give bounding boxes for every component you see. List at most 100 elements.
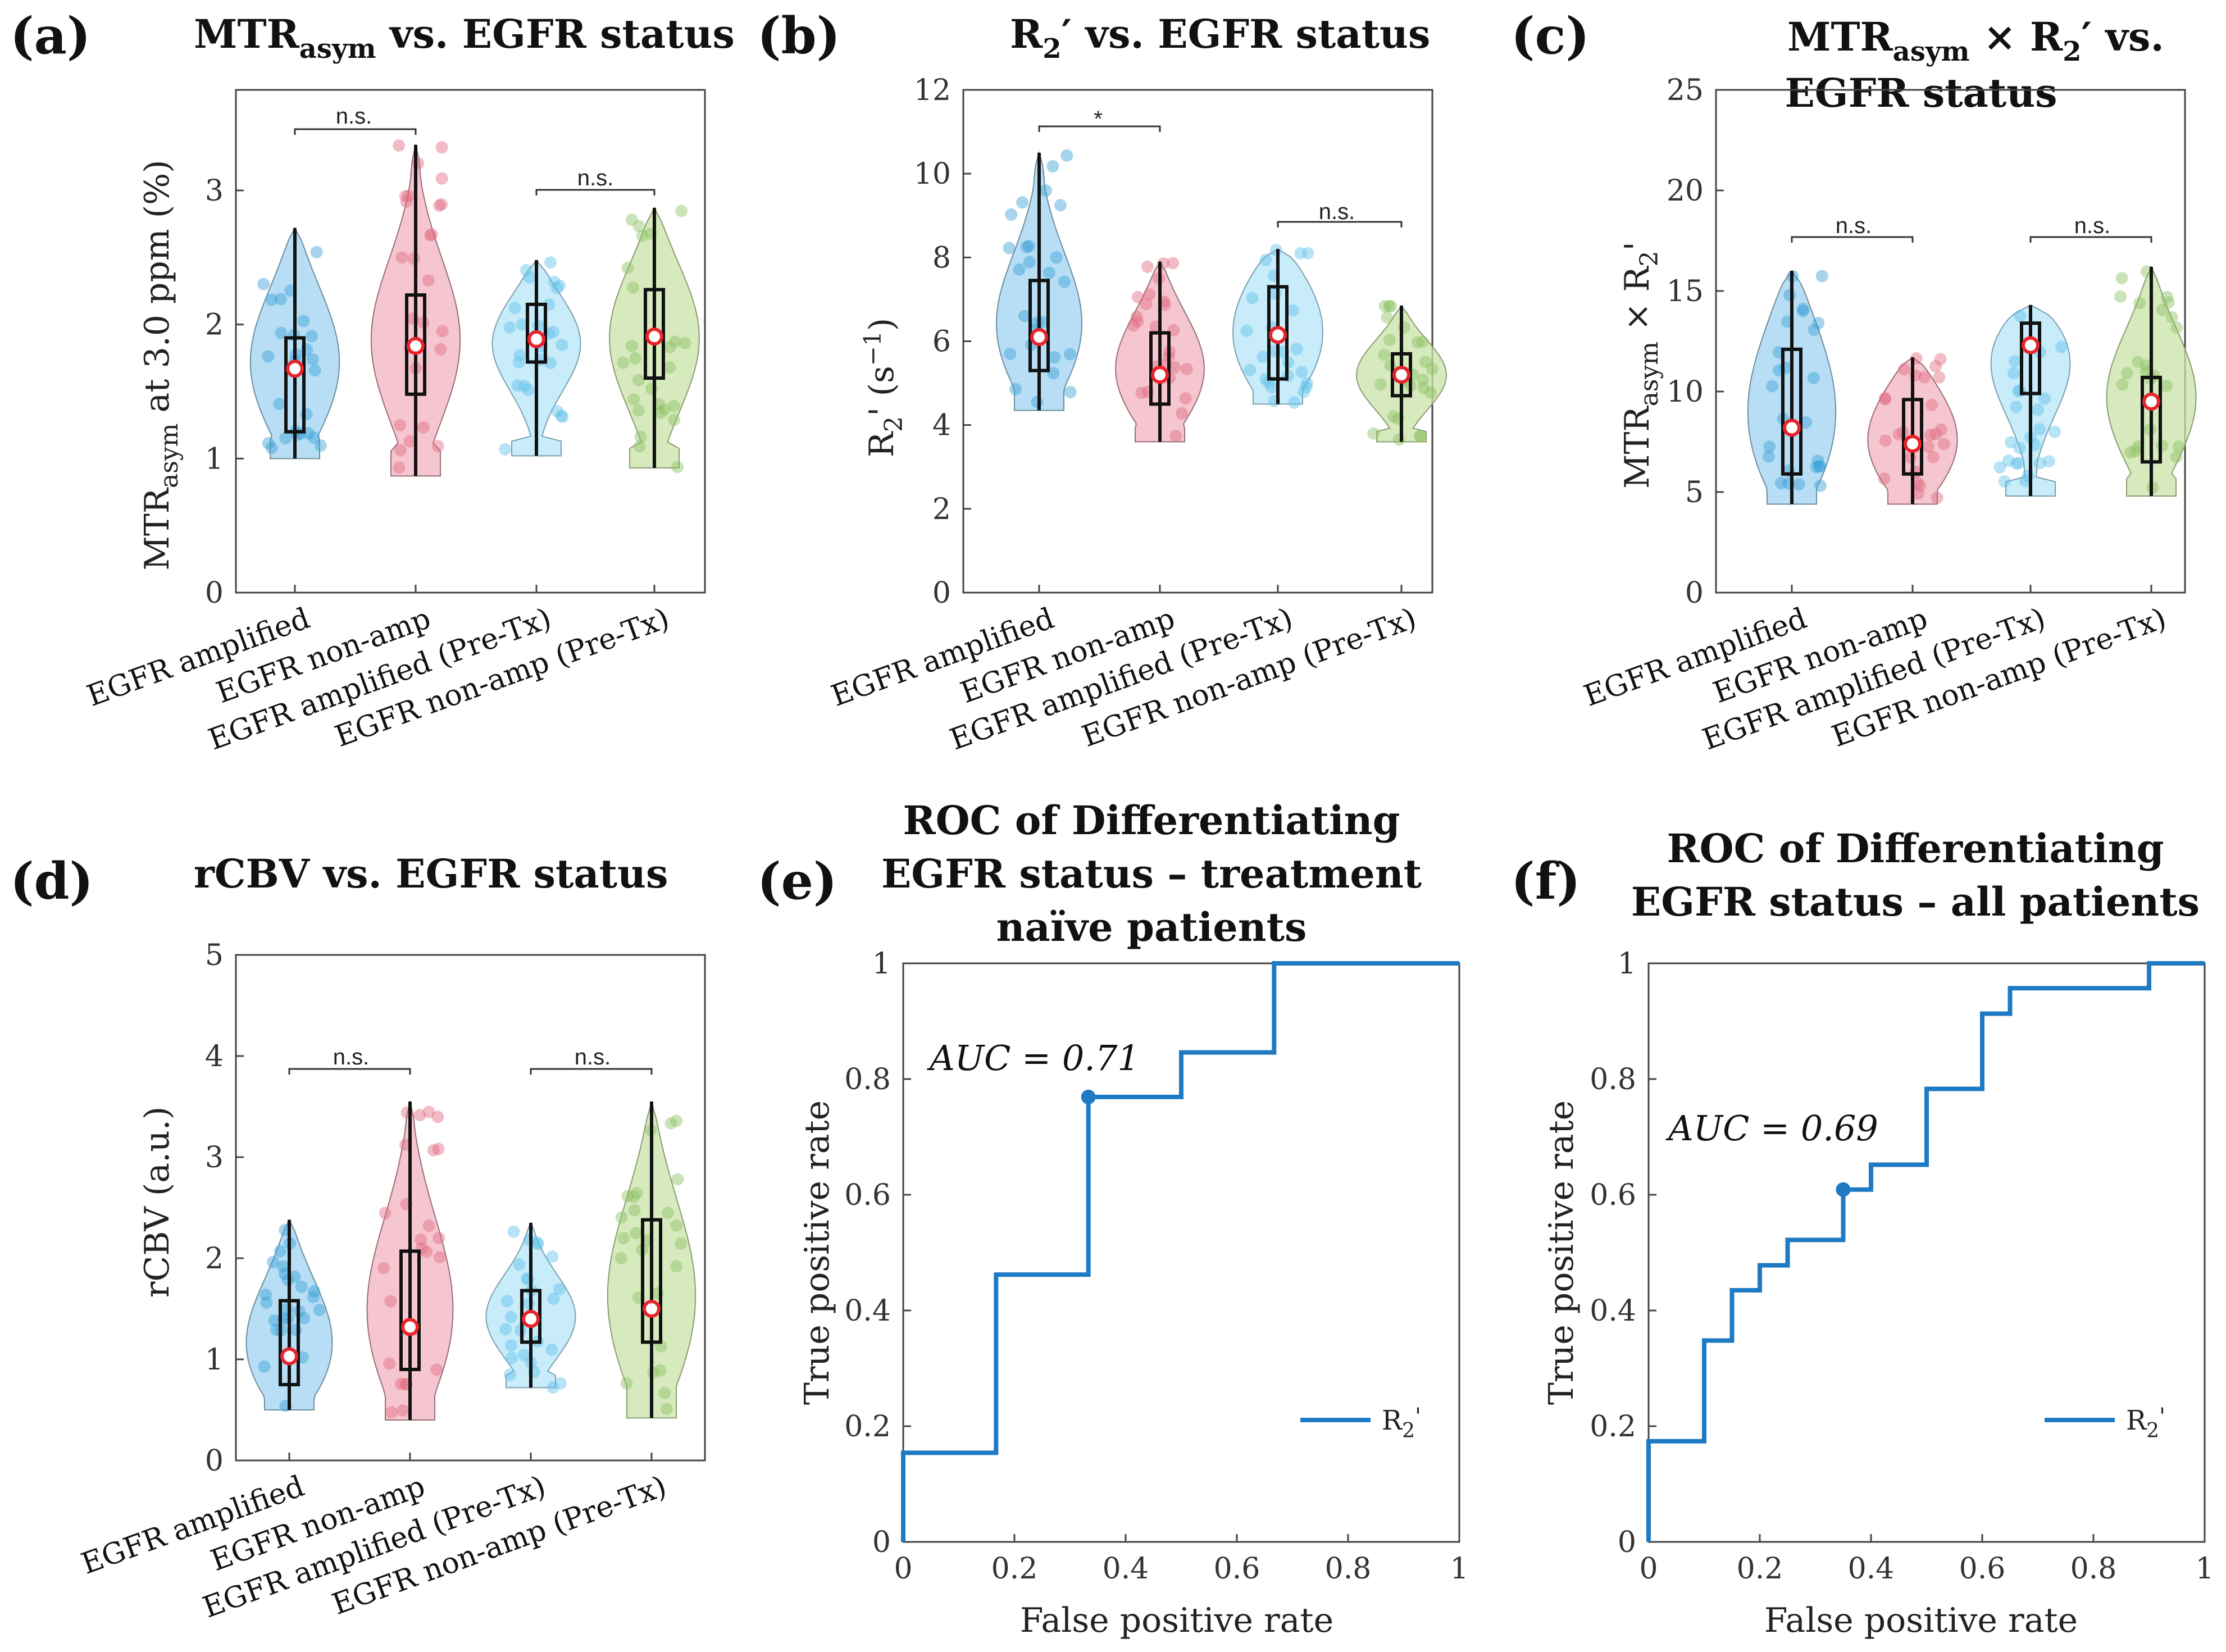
data-point xyxy=(1424,386,1437,399)
data-point xyxy=(393,139,406,152)
data-point xyxy=(1300,377,1313,390)
data-point xyxy=(2115,272,2128,285)
data-point xyxy=(306,330,318,343)
data-point xyxy=(1385,300,1397,313)
data-point xyxy=(1294,247,1307,260)
data-point xyxy=(670,1219,683,1232)
data-point xyxy=(433,199,445,212)
panel-f-xlabel: False positive rate xyxy=(1764,1601,2078,1640)
data-point xyxy=(532,319,545,332)
data-point xyxy=(1259,253,1272,266)
data-point xyxy=(2139,359,2152,372)
data-point xyxy=(1004,348,1017,361)
data-point xyxy=(2133,297,2146,310)
y-tick-label: 0 xyxy=(205,1444,224,1478)
iqr-box-nonamp-pretx xyxy=(2141,375,2162,464)
data-point xyxy=(310,245,323,258)
sig-label-a-left: n.s. xyxy=(336,104,372,129)
data-point xyxy=(1924,429,1937,442)
x-tick-label: 0.4 xyxy=(1848,1552,1895,1586)
data-point xyxy=(422,1105,435,1118)
median-marker-amplified xyxy=(286,359,304,378)
iqr-box-amplified-pretx xyxy=(2020,321,2041,395)
data-point xyxy=(511,379,524,392)
data-point xyxy=(397,1404,409,1417)
data-point xyxy=(2038,392,2051,405)
data-point xyxy=(297,315,310,327)
data-point xyxy=(632,220,645,233)
data-point xyxy=(435,198,448,211)
data-point xyxy=(1762,450,1775,463)
data-point xyxy=(522,383,535,396)
data-point xyxy=(2022,470,2034,483)
panel-letter-c: (c) xyxy=(1511,6,1590,66)
data-point xyxy=(306,353,319,366)
data-point xyxy=(1003,242,1016,254)
panel-letter-b: (b) xyxy=(757,6,840,66)
data-point xyxy=(1043,266,1055,279)
iqr-box-nonamp xyxy=(1902,398,1923,476)
data-point xyxy=(654,1364,667,1377)
data-point xyxy=(417,421,430,434)
data-point xyxy=(1392,433,1405,446)
sig-label-a-right: n.s. xyxy=(577,166,613,190)
panel-d-ylabel: rCBV (a.u.) xyxy=(138,1107,177,1298)
data-point xyxy=(2002,454,2015,467)
panel-letter-f: (f) xyxy=(1511,852,1581,911)
data-point xyxy=(1140,298,1153,311)
data-point xyxy=(1911,487,1924,500)
data-point xyxy=(300,408,313,421)
data-point xyxy=(298,1312,311,1325)
data-point xyxy=(1811,454,1824,467)
data-point xyxy=(1269,244,1282,257)
optimal-cutoff-point xyxy=(1081,1089,1096,1104)
data-point xyxy=(504,1339,517,1352)
data-point xyxy=(1813,460,1826,473)
data-point xyxy=(1159,298,1172,311)
significance-bracket xyxy=(2029,236,2152,243)
data-point xyxy=(531,1236,544,1249)
data-point xyxy=(1813,460,1826,473)
median-marker-nonamp xyxy=(401,1318,419,1336)
data-point xyxy=(1929,427,1942,440)
y-tick-label: 5 xyxy=(205,939,224,972)
median-marker-amplified xyxy=(1030,328,1048,347)
data-point xyxy=(1411,336,1424,349)
data-point xyxy=(279,432,292,445)
y-tick-label: 0 xyxy=(872,1526,891,1559)
data-point xyxy=(507,1225,520,1238)
data-point xyxy=(2012,457,2025,470)
data-point xyxy=(1937,438,1950,450)
data-point xyxy=(2165,311,2178,324)
data-point xyxy=(1050,251,1063,264)
data-point xyxy=(2114,290,2127,303)
y-tick-label: 2 xyxy=(932,493,951,526)
data-point xyxy=(2019,475,2032,488)
data-point xyxy=(1031,395,1044,408)
data-point xyxy=(1176,407,1189,420)
data-point xyxy=(2160,380,2173,393)
y-tick-label: 4 xyxy=(205,1040,224,1073)
median-marker-amplified xyxy=(1783,418,1801,437)
panel-d-title: rCBV vs. EGFR status xyxy=(194,850,668,897)
data-point xyxy=(2173,440,2186,453)
data-point xyxy=(518,380,531,393)
data-point xyxy=(1935,423,1948,436)
data-point xyxy=(1378,348,1391,361)
data-point xyxy=(615,1211,628,1224)
panel-f-ylabel: True positive rate xyxy=(1542,1100,1581,1405)
data-point xyxy=(1925,398,1938,411)
data-point xyxy=(1300,381,1313,394)
data-point xyxy=(1878,472,1891,485)
data-point xyxy=(2055,340,2068,353)
data-point xyxy=(668,413,681,426)
data-point xyxy=(427,1144,440,1157)
y-tick-label: 0.4 xyxy=(1590,1294,1636,1328)
data-point xyxy=(1021,240,1034,253)
data-point xyxy=(315,439,327,452)
data-point xyxy=(1417,374,1430,386)
x-tick-label: 1 xyxy=(1450,1552,1468,1586)
y-tick-label: 2 xyxy=(205,1242,224,1276)
data-point xyxy=(2007,367,2020,380)
data-point xyxy=(260,1296,273,1309)
